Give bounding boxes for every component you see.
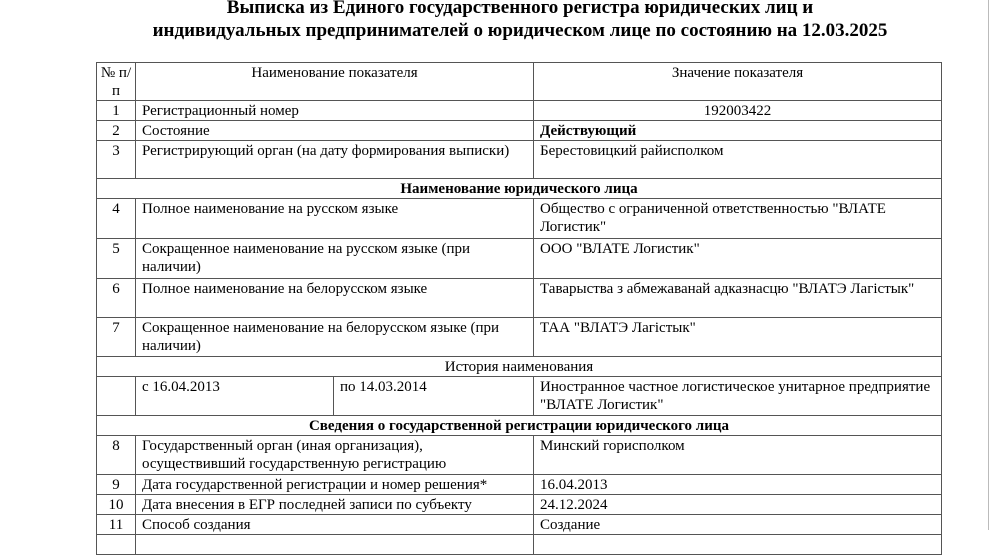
table-row: 7 Сокращенное наименование на белорусско… [96, 317, 942, 357]
row-name: Дата государственной регистрации и номер… [135, 474, 534, 495]
row-num: 9 [96, 474, 136, 495]
row-value: Минский горисполком [533, 435, 942, 475]
row-num: 11 [96, 514, 136, 535]
section-heading: Наименование юридического лица [96, 178, 942, 199]
row-name: Состояние [135, 120, 534, 141]
table-row: 5 Сокращенное наименование на русском яз… [96, 238, 942, 279]
row-num: 3 [96, 140, 136, 179]
row-value: 24.12.2024 [533, 494, 942, 515]
row-value: 16.04.2013 [533, 474, 942, 495]
row-value: 192003422 [533, 100, 942, 121]
header-value: Значение показателя [533, 62, 942, 101]
history-from: с 16.04.2013 [135, 376, 334, 416]
table-row: 10 Дата внесения в ЕГР последней записи … [96, 494, 942, 515]
row-num: 4 [96, 198, 136, 239]
section-row: Наименование юридического лица [96, 178, 942, 199]
document-title: Выписка из Единого государственного реги… [0, 0, 995, 42]
history-title-row: История наименования [96, 356, 942, 377]
history-heading: История наименования [96, 356, 942, 377]
history-num [96, 376, 136, 416]
table-row: 11 Способ создания Создание [96, 514, 942, 535]
row-name: Регистрационный номер [135, 100, 534, 121]
row-value: Таварыства з абмежаванай адказнасцю "ВЛА… [533, 278, 942, 318]
header-name: Наименование показателя [135, 62, 534, 101]
row-num: 1 [96, 100, 136, 121]
history-row: с 16.04.2013 по 14.03.2014 Иностранное ч… [96, 376, 942, 416]
row-value: ТАА "ВЛАТЭ Лагістык" [533, 317, 942, 357]
section-heading: Сведения о государственной регистрации ю… [96, 415, 942, 436]
row-name: Регистрирующий орган (на дату формирован… [135, 140, 534, 179]
table-row: 4 Полное наименование на русском языке О… [96, 198, 942, 239]
header-row: № п/п Наименование показателя Значение п… [96, 62, 942, 101]
header-num: № п/п [96, 62, 136, 101]
table-row: 8 Государственный орган (иная организаци… [96, 435, 942, 475]
page-edge-divider [988, 0, 989, 530]
history-value: Иностранное частное логистическое унитар… [533, 376, 942, 416]
row-value: Общество с ограниченной ответственностью… [533, 198, 942, 239]
table-row: 9 Дата государственной регистрации и ном… [96, 474, 942, 495]
row-name: Сокращенное наименование на русском язык… [135, 238, 534, 279]
registry-table: № п/п Наименование показателя Значение п… [96, 62, 942, 555]
row-name: Способ создания [135, 514, 534, 535]
row-name: Сокращенное наименование на белорусском … [135, 317, 534, 357]
row-value [533, 534, 942, 555]
title-line-2: индивидуальных предпринимателей о юридич… [152, 20, 888, 41]
row-num: 2 [96, 120, 136, 141]
row-num: 8 [96, 435, 136, 475]
row-num: 7 [96, 317, 136, 357]
table-row: 3 Регистрирующий орган (на дату формиров… [96, 140, 942, 179]
table-row: 1 Регистрационный номер 192003422 [96, 100, 942, 121]
row-num: 6 [96, 278, 136, 318]
row-num: 10 [96, 494, 136, 515]
row-name: Государственный орган (иная организация)… [135, 435, 534, 475]
row-name: Дата внесения в ЕГР последней записи по … [135, 494, 534, 515]
row-num [96, 534, 136, 555]
history-to: по 14.03.2014 [333, 376, 534, 416]
row-value: Берестовицкий райисполком [533, 140, 942, 179]
table-row [96, 534, 942, 555]
section-row: Сведения о государственной регистрации ю… [96, 415, 942, 436]
row-name [135, 534, 534, 555]
table-row: 6 Полное наименование на белорусском язы… [96, 278, 942, 318]
row-num: 5 [96, 238, 136, 279]
row-value: ООО "ВЛАТЕ Логистик" [533, 238, 942, 279]
table-row: 2 Состояние Действующий [96, 120, 942, 141]
row-name: Полное наименование на русском языке [135, 198, 534, 239]
row-name: Полное наименование на белорусском языке [135, 278, 534, 318]
row-value: Создание [533, 514, 942, 535]
title-line-1: Выписка из Единого государственного реги… [226, 0, 814, 18]
status-value: Действующий [533, 120, 942, 141]
